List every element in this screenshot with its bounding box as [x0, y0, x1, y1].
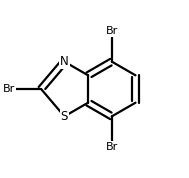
- Text: S: S: [61, 110, 68, 123]
- Text: Br: Br: [106, 26, 118, 36]
- Text: Br: Br: [106, 142, 118, 152]
- Text: N: N: [60, 55, 69, 68]
- Text: Br: Br: [3, 84, 15, 94]
